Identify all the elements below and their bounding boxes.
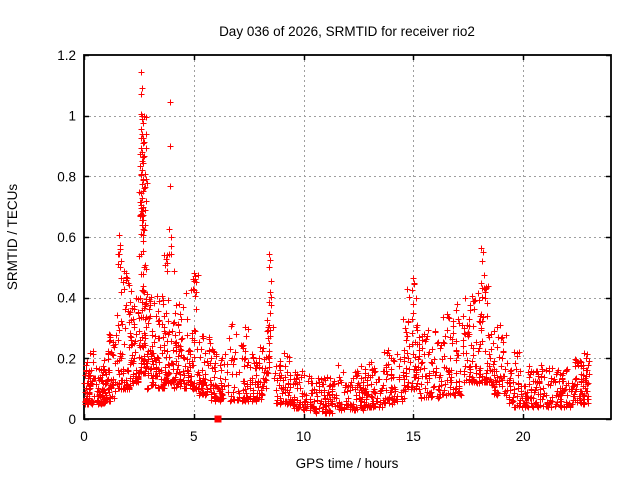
data-points-layer bbox=[81, 69, 593, 423]
y-tick-label: 0.4 bbox=[57, 291, 76, 306]
axis-ticks bbox=[83, 54, 611, 421]
y-tick-label: 0.2 bbox=[57, 351, 76, 366]
outlier-square-marker bbox=[214, 415, 222, 423]
y-tick-label: 0.6 bbox=[57, 230, 76, 245]
y-tick-label: 1 bbox=[68, 109, 76, 124]
x-axis-label: GPS time / hours bbox=[296, 456, 399, 471]
chart-title: Day 036 of 2026, SRMTID for receiver rio… bbox=[219, 24, 475, 39]
x-tick-label: 15 bbox=[406, 429, 421, 444]
tick-labels: 0 5 10 15 20 0 0.2 0.4 0.6 0.8 1 1.2 bbox=[57, 48, 530, 444]
x-tick-label: 20 bbox=[516, 429, 531, 444]
grid-layer bbox=[84, 55, 611, 419]
x-tick-label: 0 bbox=[80, 429, 88, 444]
x-tick-label: 5 bbox=[190, 429, 198, 444]
plot-border bbox=[83, 54, 612, 420]
scatter-points-path bbox=[81, 69, 593, 417]
y-tick-label: 0.8 bbox=[57, 169, 76, 184]
x-tick-label: 10 bbox=[296, 429, 311, 444]
y-tick-label: 0 bbox=[68, 412, 76, 427]
y-axis-label: SRMTID / TECUs bbox=[5, 184, 20, 291]
y-tick-label: 1.2 bbox=[57, 48, 76, 63]
